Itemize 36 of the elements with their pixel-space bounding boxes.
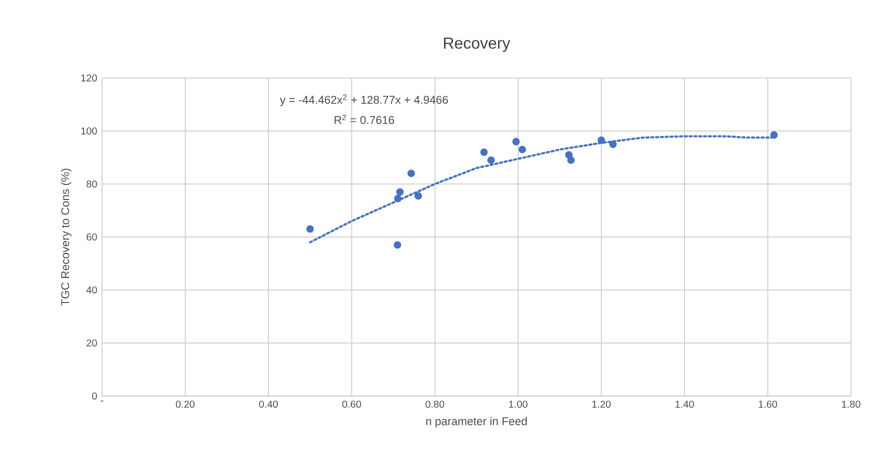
y-tick-label: 100 bbox=[81, 127, 97, 135]
x-tick-label: 1.80 bbox=[842, 400, 860, 408]
x-tick-label: 1.20 bbox=[592, 400, 611, 408]
y-tick-label: 60 bbox=[86, 233, 97, 241]
x-tick-label: 0.60 bbox=[342, 400, 362, 408]
x-tick-label: - bbox=[100, 400, 104, 402]
y-tick-label: 0 bbox=[92, 392, 97, 400]
point bbox=[487, 156, 495, 164]
point bbox=[598, 136, 606, 144]
x-tick-label: 1.60 bbox=[758, 400, 778, 408]
point bbox=[480, 148, 488, 156]
point bbox=[512, 138, 520, 146]
y-tick-label: 80 bbox=[86, 180, 97, 188]
point bbox=[414, 192, 422, 200]
annotation: y = -44.462x$^{2}$ + 128.77x + 4.9466 bbox=[280, 94, 448, 106]
point bbox=[407, 170, 415, 178]
point bbox=[394, 194, 402, 202]
x-tick-label: 0.80 bbox=[426, 400, 444, 408]
y-tick-label: 40 bbox=[86, 286, 97, 294]
point bbox=[306, 225, 314, 233]
x-tick-label: 1.00 bbox=[509, 400, 528, 408]
x-tick-label: 0.20 bbox=[176, 400, 195, 408]
x-tick-label: 1.40 bbox=[676, 400, 694, 408]
point bbox=[396, 188, 404, 196]
chart-title: Recovery bbox=[444, 38, 510, 52]
y-axis-title: TGC Recovery to Cons (%) bbox=[60, 168, 72, 306]
point bbox=[394, 241, 402, 249]
point bbox=[770, 131, 778, 139]
point bbox=[609, 140, 617, 148]
y-tick-label: 120 bbox=[81, 74, 97, 82]
y-tick-label: 20 bbox=[86, 339, 97, 347]
x-axis-title: n parameter in Feed bbox=[426, 416, 527, 428]
point bbox=[518, 146, 526, 154]
annotation: R$^{2}$ = 0.7616 bbox=[334, 114, 394, 124]
x-tick-label: 0.40 bbox=[259, 400, 278, 408]
point bbox=[567, 156, 575, 164]
